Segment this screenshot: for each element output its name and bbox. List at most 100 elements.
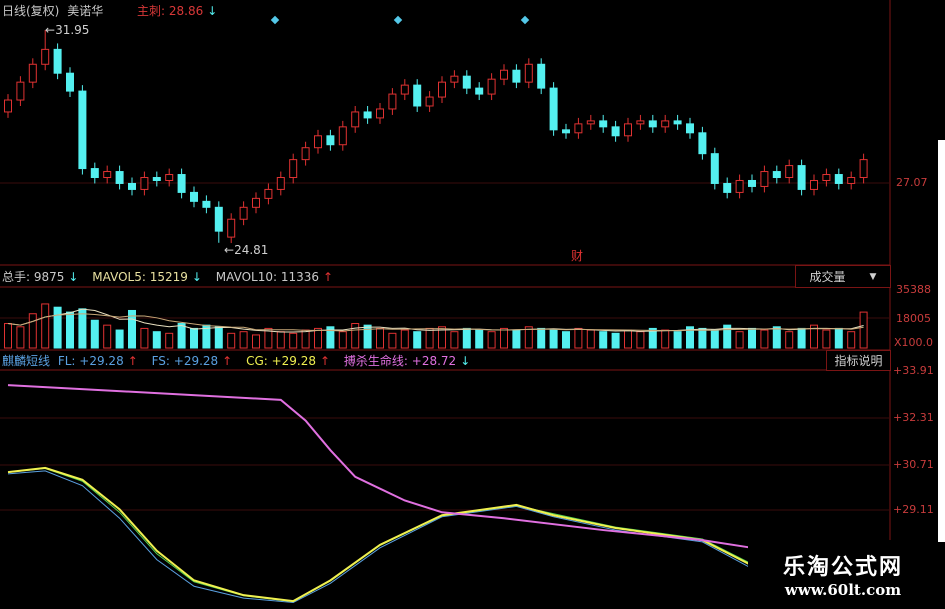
volume-bar [549,329,558,349]
volume-bar [338,331,347,349]
candle-up [103,171,112,179]
volume-bar [648,327,657,349]
candle-up [661,120,670,128]
candle-down [475,87,484,95]
down-arrow-icon: ↓ [68,270,79,284]
volume-bar [66,311,74,349]
up-arrow-icon: ↑ [323,270,334,284]
candle-up [351,111,360,128]
candle-up [140,177,149,190]
volume-bar [115,329,124,349]
candle-up [28,63,37,83]
volume-bar [376,327,384,349]
candle-up [500,69,508,80]
candle-up [574,123,583,134]
chart-header: 日线(复权) 美诺华 主刺: 28.86 ↓ [2,2,221,19]
volume-bar [636,331,645,349]
volume-bar [53,306,62,349]
candle-up [388,93,397,110]
candle-up [450,75,459,83]
volume-bar [586,329,595,349]
volume-bar [710,329,719,349]
help-label: 指标说明 [834,354,883,368]
candle-down [673,120,682,125]
watermark-url: www.60lt.com [784,581,902,599]
volume-bar [772,326,781,349]
candle-down [363,111,372,119]
candle-down [177,174,186,193]
volume-bar [90,319,99,349]
volume-bar [462,327,471,349]
candle-up [438,81,446,98]
indicator-help-button[interactable]: 指标说明 [826,350,891,371]
candle-up [252,197,260,208]
life-line-value: 搏杀生命线: +28.72 [343,354,457,368]
candle-down [549,87,558,131]
candle-up [276,177,285,190]
high-value: 31.95 [55,23,90,37]
dropdown-label: 成交量 [809,270,846,284]
total-volume: 总手: 9875 [2,270,65,284]
candle-down [834,174,843,184]
candle-down [611,126,620,137]
volume-bar [41,303,50,349]
fl-value: FL: +29.28 [57,354,124,368]
candle-down [723,182,732,193]
candle-up [338,126,347,146]
candle-up [735,179,744,193]
volume-bar [524,326,533,349]
volume-bar [301,329,310,349]
chevron-down-icon: ▼ [869,271,877,282]
volume-tick: 35388 [896,283,931,296]
volume-bar [698,327,707,349]
indicator-line-fl [7,466,864,603]
indicator-tick: +30.71 [893,458,934,471]
volume-bar [574,327,583,349]
volume-bar [363,324,372,349]
candle-up [847,177,856,184]
volume-bar [834,327,843,349]
indicator-line-life [7,384,864,551]
volume-bar [785,331,794,349]
volume-bar [177,323,186,349]
volume-bar [351,323,360,349]
volume-bar [239,331,248,349]
down-arrow-icon: ↓ [191,270,202,284]
candle-up [41,48,50,65]
volume-bar [140,327,149,349]
candle-up [4,99,12,113]
indicator-dropdown[interactable]: 成交量 ▼ [795,265,891,288]
candle-down [462,75,471,89]
volume-bar [599,331,608,349]
volume-bar [276,331,285,349]
main-label: 主刺: 28.86 [137,4,204,18]
volume-bar [562,331,570,349]
volume-bar [512,329,521,349]
indicator-tick: +33.91 [893,364,934,377]
volume-bar [735,331,744,349]
candle-up [810,179,818,190]
candle-down [512,69,521,83]
volume-bar [252,334,260,349]
volume-bar [859,311,868,349]
candle-down [562,129,570,134]
candle-down [748,179,756,187]
candle-up [822,174,831,181]
volume-bar [500,327,508,349]
volume-bar [400,329,409,349]
finance-marker[interactable]: 财 [571,249,584,263]
down-arrow-icon: ↓ [207,4,218,18]
watermark-title: 乐淘公式网 [782,554,903,580]
volume-bar [78,308,87,349]
volume-tick: 18005 [896,312,931,325]
candle-down [190,191,198,202]
candle-up [760,171,769,187]
mavol5-line [7,308,864,333]
candle-up [636,120,645,125]
down-arrow-icon: ↓ [460,354,471,368]
candle-down [66,72,74,92]
volume-bar [624,329,632,349]
candle-down [698,132,707,155]
volume-bar [264,327,273,349]
